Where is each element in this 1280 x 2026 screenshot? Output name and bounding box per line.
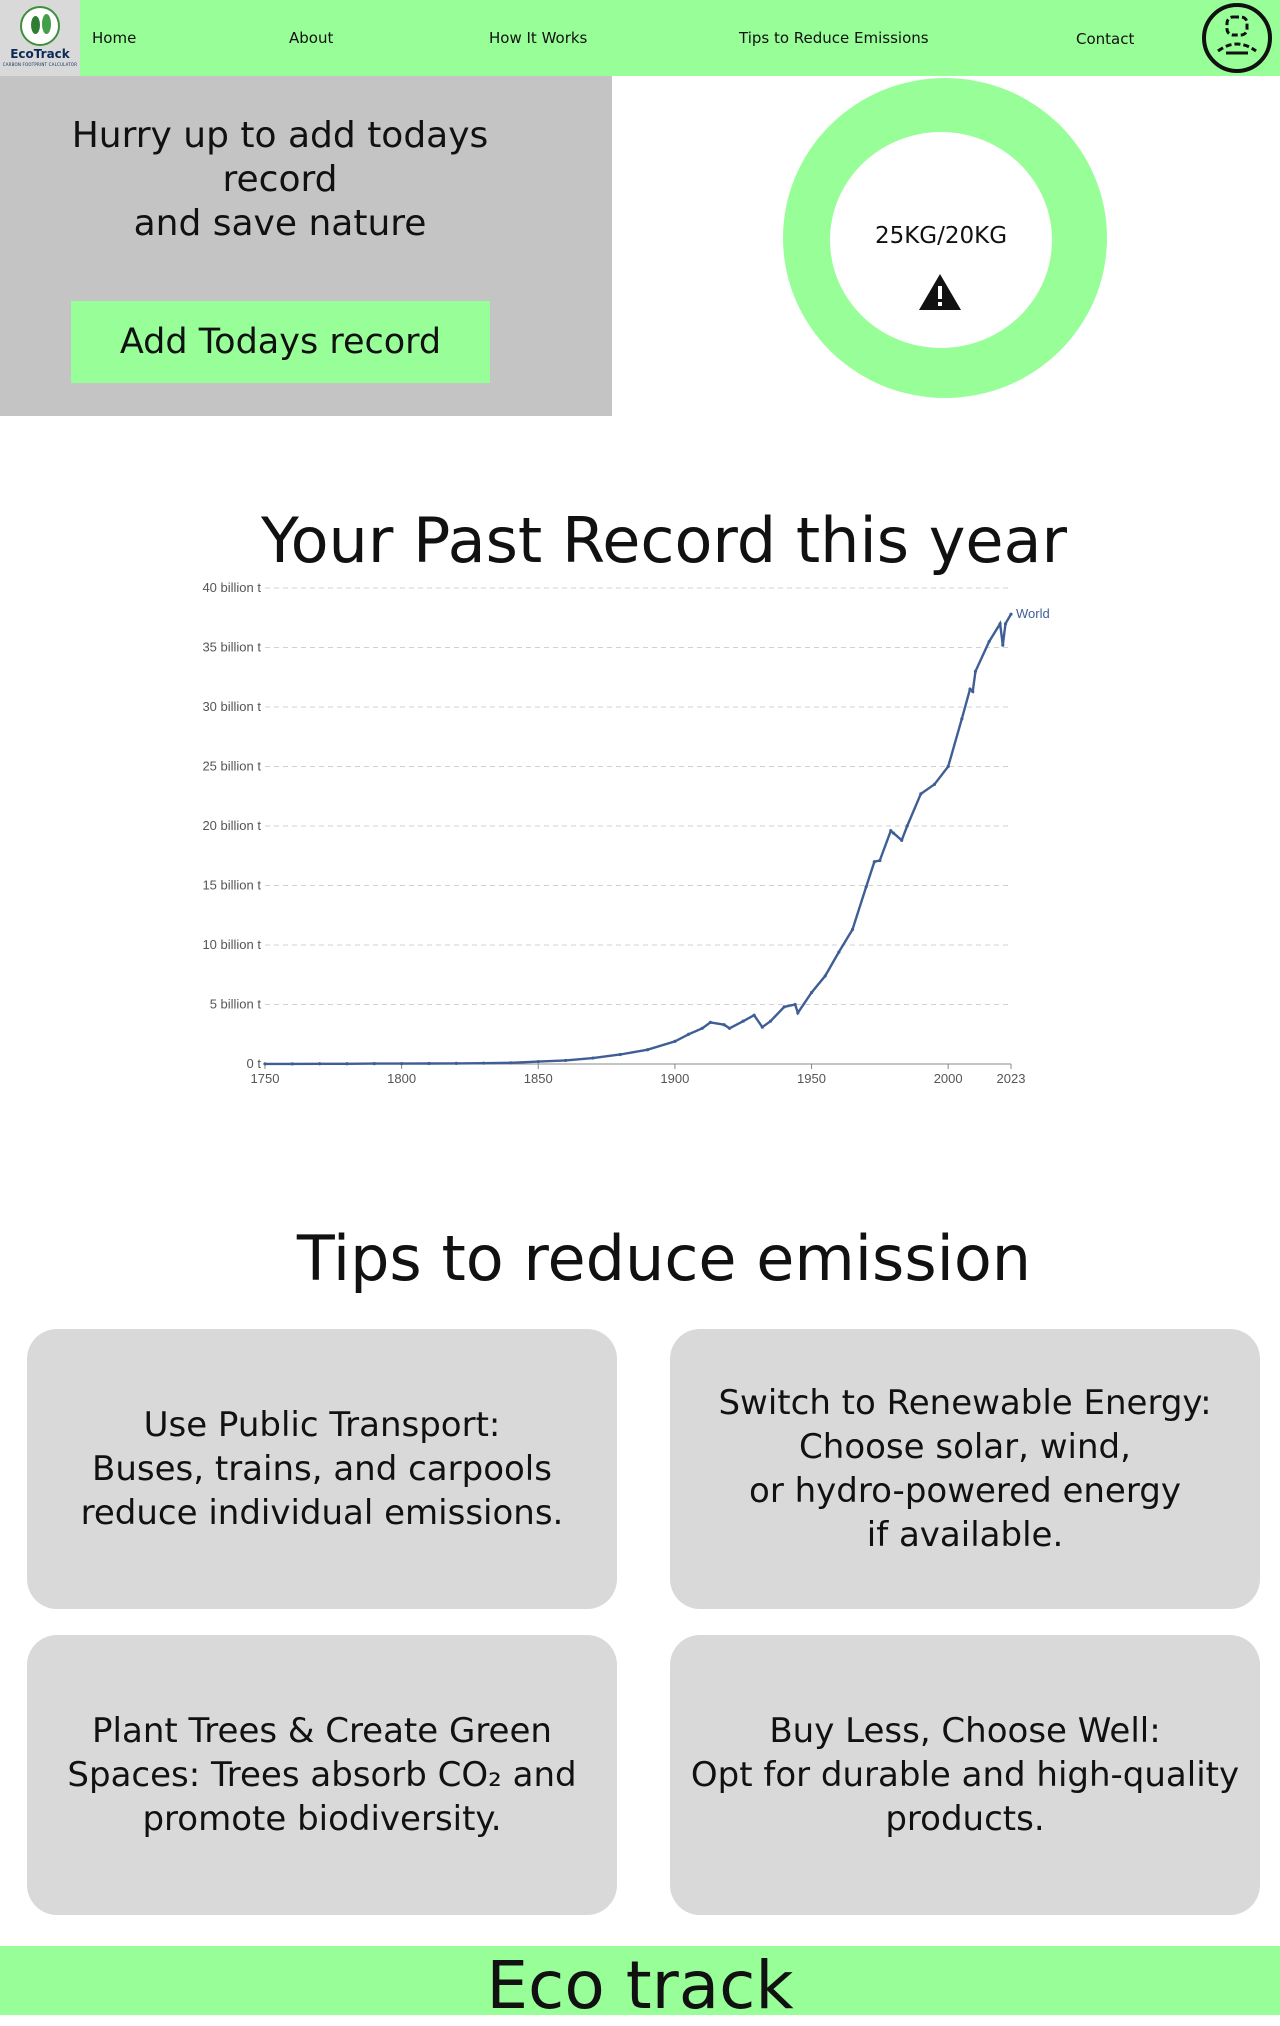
data-point: [823, 974, 827, 978]
x-tick-label: 2000: [934, 1071, 963, 1086]
data-point: [1001, 643, 1005, 647]
series-label: World: [1016, 606, 1050, 621]
data-point: [290, 1062, 294, 1066]
data-point: [752, 1013, 756, 1017]
data-point: [727, 1026, 732, 1030]
data-point: [563, 1058, 568, 1063]
x-tick-label: 2023: [997, 1071, 1026, 1086]
warning-icon: [919, 274, 961, 310]
data-point: [932, 782, 937, 786]
data-point: [318, 1062, 322, 1066]
emissions-line-chart: 0 t 5 billion t 10 billion t 15 billion t 20…: [202, 580, 1050, 1086]
footer-title: Eco track: [486, 1947, 794, 2024]
series-line-world: [265, 613, 1013, 1066]
y-tick-label: 40 billion t: [202, 580, 261, 595]
data-point: [796, 1011, 800, 1015]
footprint-icon: [20, 6, 60, 46]
data-point: [400, 1062, 404, 1066]
tip-card-plant-trees: Plant Trees & Create Green Spaces: Trees…: [27, 1635, 617, 1915]
data-point: [809, 991, 814, 995]
data-point: [708, 1020, 713, 1024]
data-point: [864, 885, 868, 889]
reminder-message: Hurry up to add todays record and save n…: [71, 115, 489, 244]
data-point: [536, 1060, 540, 1064]
data-point: [998, 622, 1002, 626]
data-point: [968, 687, 972, 691]
y-tick-label: 25 billion t: [202, 759, 261, 774]
data-point: [263, 1062, 267, 1066]
data-point: [372, 1062, 376, 1066]
data-point: [454, 1061, 458, 1066]
brand-name: EcoTrack: [10, 47, 70, 61]
y-tick-label: 20 billion t: [202, 818, 261, 833]
data-point: [427, 1061, 431, 1066]
data-point: [591, 1056, 595, 1060]
data-point: [345, 1062, 349, 1066]
data-point: [482, 1061, 486, 1065]
data-point: [673, 1039, 677, 1043]
data-point: [971, 689, 975, 694]
data-point: [973, 669, 978, 673]
nav-about[interactable]: About: [289, 29, 334, 47]
data-point: [760, 1025, 764, 1029]
data-point: [987, 639, 991, 644]
y-tick-label: 0 t: [247, 1056, 262, 1071]
data-point: [919, 792, 923, 796]
emission-gauge-center: [830, 132, 1052, 348]
data-point: [741, 1019, 745, 1023]
tips-title: Tips to reduce emission: [296, 1222, 1032, 1295]
x-tick-label: 1950: [797, 1071, 826, 1086]
past-record-title: Your Past Record this year: [260, 504, 1068, 577]
y-tick-label: 10 billion t: [202, 937, 261, 952]
tip-card-buy-less: Buy Less, Choose Well: Opt for durable a…: [670, 1635, 1260, 1915]
nav-how-it-works[interactable]: How It Works: [489, 29, 588, 47]
brand-tagline: CARBON FOOTPRINT CALCULATOR: [2, 62, 78, 67]
x-tick-label: 1850: [524, 1071, 553, 1086]
data-point: [768, 1019, 773, 1023]
top-navbar: [0, 0, 1280, 76]
data-point: [891, 831, 896, 835]
data-point: [722, 1023, 726, 1027]
tip-card-renewable-energy: Switch to Renewable Energy: Choose solar…: [670, 1329, 1260, 1609]
y-tick-label: 15 billion t: [202, 878, 261, 893]
x-tick-label: 1900: [660, 1071, 689, 1086]
user-avatar-icon: [1217, 15, 1257, 55]
nav-contact[interactable]: Contact: [1076, 30, 1135, 48]
data-point: [905, 824, 909, 828]
data-point: [889, 829, 893, 833]
data-point: [1009, 612, 1013, 616]
data-point: [618, 1052, 622, 1057]
y-tick-label: 5 billion t: [210, 997, 262, 1012]
nav-home[interactable]: Home: [92, 29, 137, 47]
profile-avatar[interactable]: [1202, 3, 1272, 73]
x-tick-label: 1750: [251, 1071, 280, 1086]
data-point: [872, 860, 876, 864]
data-point: [878, 858, 882, 863]
data-point: [946, 764, 950, 769]
brand-logo[interactable]: EcoTrack CARBON FOOTPRINT CALCULATOR: [0, 0, 80, 76]
nav-tips[interactable]: Tips to Reduce Emissions: [739, 29, 929, 47]
data-point: [509, 1061, 513, 1065]
y-tick-label: 30 billion t: [202, 699, 261, 714]
data-point: [782, 1005, 786, 1009]
x-tick-label: 1800: [387, 1071, 416, 1086]
emission-gauge-value: 25KG/20KG: [874, 223, 1008, 249]
data-point: [1003, 622, 1008, 626]
data-point: [837, 950, 841, 954]
data-point: [960, 717, 964, 721]
tip-card-public-transport: Use Public Transport: Buses, trains, and…: [27, 1329, 617, 1609]
data-point: [645, 1048, 650, 1052]
data-point: [700, 1026, 704, 1030]
add-todays-record-button[interactable]: Add Todays record: [71, 301, 490, 383]
data-point: [793, 1002, 797, 1007]
y-tick-label: 35 billion t: [202, 640, 261, 655]
data-point: [850, 927, 855, 932]
data-point: [686, 1032, 691, 1036]
data-point: [900, 838, 904, 842]
footer-bar: [0, 1946, 1280, 2015]
